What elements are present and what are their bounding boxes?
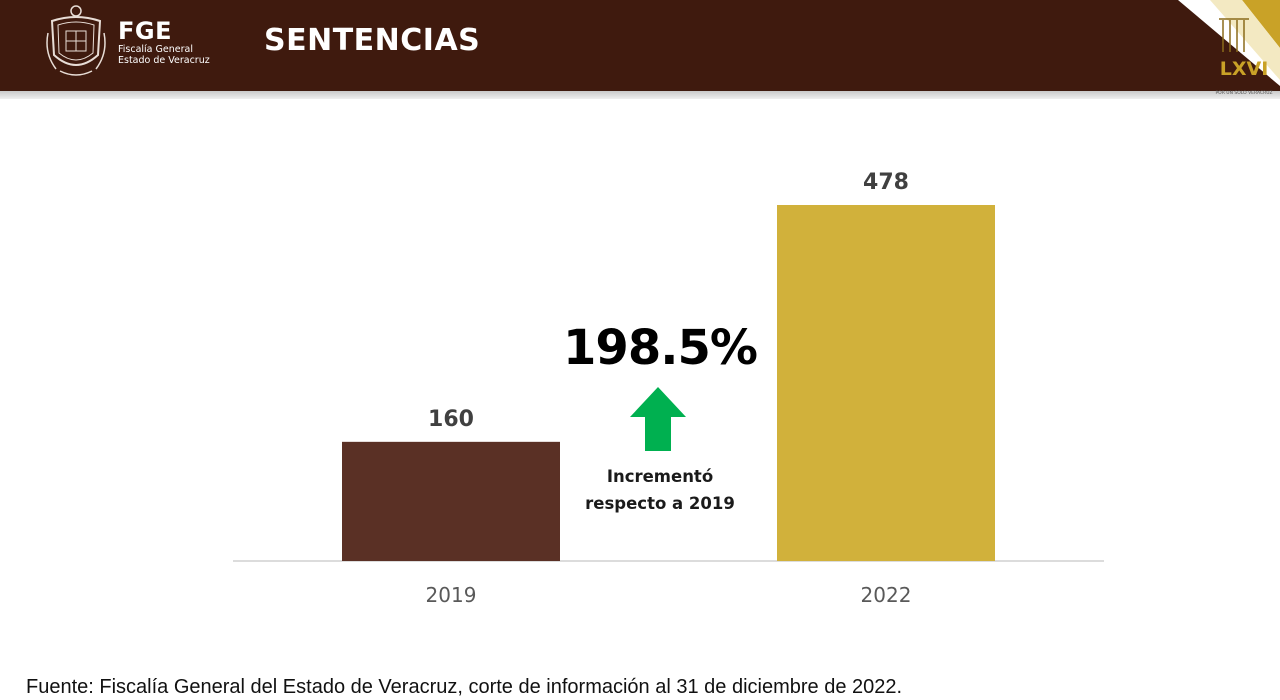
columns-icon: [1219, 18, 1249, 52]
bar-2022: [777, 205, 995, 561]
x-tick-label-2019: 2019: [426, 583, 477, 607]
page-title: SENTENCIAS: [264, 23, 481, 58]
change-percentage: 198.5%: [563, 320, 758, 376]
org-line-2: Estado de Veracruz: [118, 55, 210, 66]
change-note-line-1: Incrementó: [606, 467, 714, 486]
x-tick-label-2022: 2022: [861, 583, 912, 607]
org-line-1: Fiscalía General: [118, 44, 193, 55]
bar-2019: [342, 441, 560, 561]
org-acronym: FGE: [118, 17, 172, 45]
corner-logo-text: LXVI: [1220, 58, 1269, 80]
bar-value-label-2022: 478: [863, 170, 909, 195]
bar-value-label-2019: 160: [428, 407, 474, 432]
legislature-logo: LXVI POR UN SOLO VERACRUZ: [1178, 0, 1280, 96]
change-note: Incrementó respecto a 2019: [560, 463, 760, 517]
change-note-line-2: respecto a 2019: [585, 494, 735, 513]
corner-logo-caption: POR UN SOLO VERACRUZ: [1215, 90, 1272, 96]
veracruz-seal-icon: [46, 5, 106, 76]
header-divider: [0, 91, 1280, 99]
source-note: Fuente: Fiscalía General del Estado de V…: [26, 676, 903, 698]
arrow-up-icon: [630, 387, 686, 451]
header-band: FGE Fiscalía General Estado de Veracruz …: [0, 0, 1280, 91]
org-name: FGE Fiscalía General Estado de Veracruz: [118, 18, 210, 66]
